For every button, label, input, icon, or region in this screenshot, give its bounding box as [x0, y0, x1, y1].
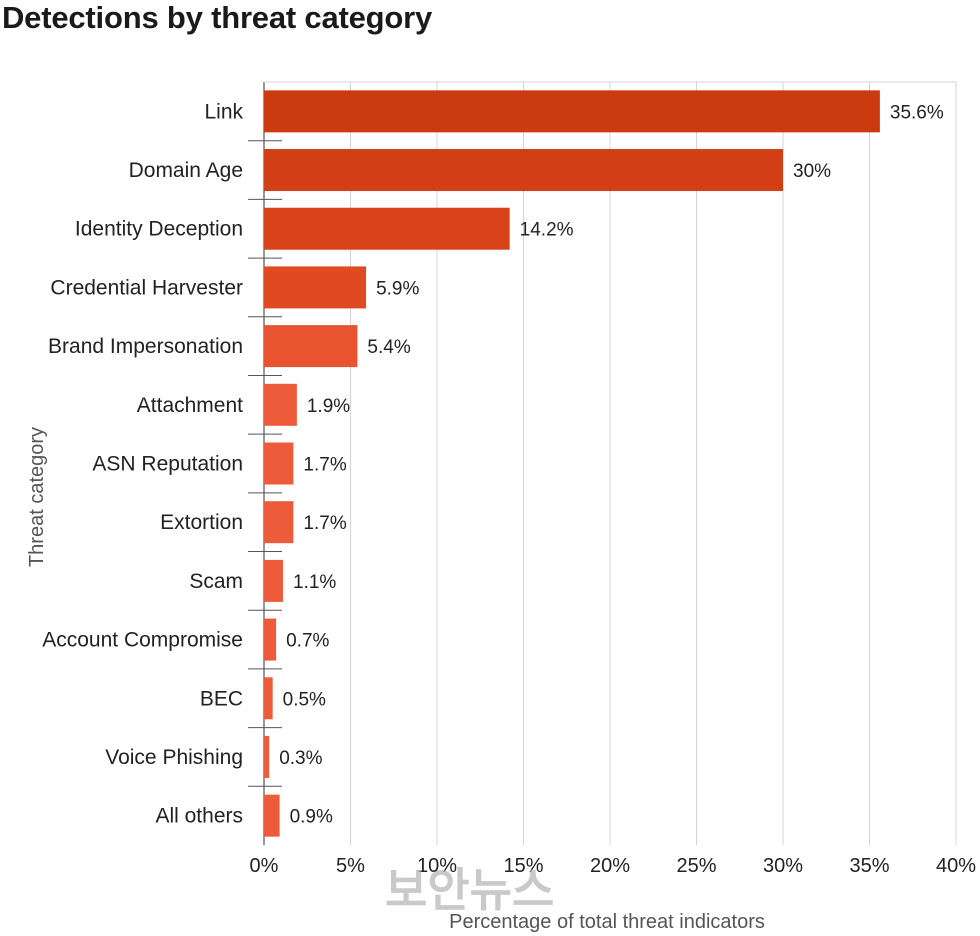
value-label: 1.1% [293, 572, 336, 593]
x-tick-label: 30% [763, 855, 803, 877]
x-tick-label: 15% [503, 855, 543, 877]
value-label: 14.2% [520, 220, 574, 241]
bar [264, 794, 280, 837]
gridlines [248, 81, 957, 845]
x-tick-label: 10% [417, 855, 457, 877]
value-label: 5.4% [367, 337, 410, 358]
value-label: 0.5% [283, 689, 326, 710]
category-label: Voice Phishing [105, 746, 243, 769]
bar [264, 149, 783, 192]
category-label: All others [155, 805, 243, 828]
value-label: 1.9% [307, 396, 350, 417]
value-label: 0.9% [290, 807, 333, 828]
bars [264, 90, 880, 837]
category-label: Identity Deception [75, 218, 243, 241]
value-labels: 35.6% 30% 14.2% 5.9% 5.4% 1.9% 1.7% 1.7% 1.1% 0.7… [279, 102, 944, 827]
bar [264, 559, 284, 602]
value-label: 5.9% [376, 278, 419, 299]
bar [264, 677, 273, 720]
bar [264, 501, 294, 544]
bar [264, 618, 277, 661]
value-label: 1.7% [303, 513, 346, 534]
bar [264, 735, 270, 778]
x-axis-title: Percentage of total threat indicators [449, 911, 765, 933]
value-label: 0.7% [286, 631, 329, 652]
x-tick-label: 25% [676, 855, 716, 877]
bar [264, 442, 294, 485]
x-tick-labels: 0% 5% 10% 15% 20% 25% 30% 35% 40% [250, 855, 977, 877]
category-label: Scam [189, 570, 243, 593]
watermark: 보안뉴스 [385, 864, 554, 916]
category-label: Extortion [160, 511, 243, 534]
bar [264, 90, 880, 133]
y-axis-title: Threat category [26, 427, 48, 567]
chart-title: Detections by threat category [2, 0, 433, 35]
value-label: 35.6% [890, 102, 944, 123]
value-label: 0.3% [279, 748, 322, 769]
category-label: Domain Age [129, 159, 243, 182]
category-label: Account Compromise [42, 629, 243, 652]
value-label: 1.7% [303, 455, 346, 476]
bar [264, 383, 297, 426]
category-label: Brand Impersonation [48, 335, 243, 358]
category-label: Credential Harvester [50, 276, 243, 299]
category-label: ASN Reputation [92, 453, 243, 476]
category-labels: Link Domain Age Identity Deception Credenti… [42, 100, 243, 827]
x-tick-label: 20% [590, 855, 630, 877]
x-tick-label: 0% [250, 855, 279, 877]
bar [264, 325, 358, 368]
bar [264, 207, 510, 250]
category-label: BEC [200, 687, 243, 710]
x-tick-label: 40% [936, 855, 976, 877]
category-label: Link [204, 100, 243, 123]
x-tick-label: 5% [336, 855, 365, 877]
category-label: Attachment [137, 394, 243, 417]
value-label: 30% [793, 161, 831, 182]
x-tick-label: 35% [849, 855, 889, 877]
bar [264, 266, 367, 309]
